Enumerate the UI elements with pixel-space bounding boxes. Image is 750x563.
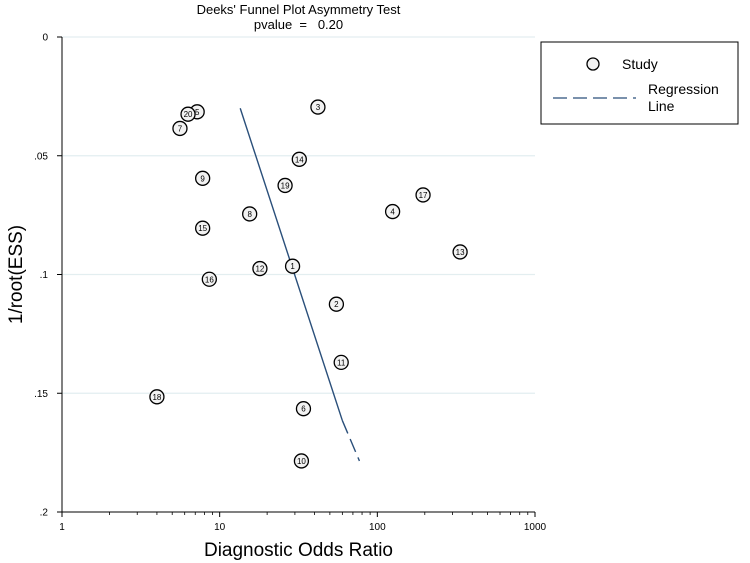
- y-tick-label-3: .15: [34, 389, 48, 400]
- study-label-2: 2: [334, 300, 339, 309]
- study-point-8: 8: [242, 206, 258, 222]
- study-marker-18: [149, 389, 165, 405]
- study-marker-16: [201, 271, 217, 287]
- study-label-5: 5: [195, 108, 200, 117]
- study-point-6: 6: [295, 401, 312, 417]
- study-marker-2: [328, 296, 345, 312]
- study-point-7: 7: [172, 120, 188, 137]
- study-label-6: 6: [301, 405, 306, 414]
- legend-study-label: Study: [622, 56, 658, 72]
- study-point-14: 14: [291, 151, 307, 167]
- study-marker-8: [242, 206, 258, 222]
- study-label-7: 7: [178, 124, 183, 133]
- study-point-20: 20: [180, 106, 196, 122]
- study-marker-11: [333, 354, 349, 371]
- study-point-18: 18: [149, 389, 165, 405]
- x-tick-label-0: 1: [59, 522, 65, 533]
- legend-regression-label-line2: Line: [648, 98, 675, 114]
- study-point-12: 12: [252, 260, 268, 277]
- study-marker-3: [310, 99, 326, 115]
- legend-study-marker: [586, 57, 600, 71]
- study-marker-12: [252, 260, 268, 277]
- y-tick-label-1: .05: [34, 151, 48, 162]
- study-label-20: 20: [184, 110, 193, 119]
- study-label-19: 19: [281, 181, 290, 190]
- y-tick-label-0: 0: [42, 33, 48, 44]
- study-marker-9: [195, 170, 211, 186]
- x-tick-label-1: 10: [214, 522, 226, 533]
- study-point-13: 13: [452, 244, 468, 260]
- study-marker-14: [291, 151, 307, 167]
- study-point-2: 2: [328, 296, 345, 312]
- study-marker-10: [293, 453, 310, 469]
- study-marker-19: [277, 177, 293, 194]
- study-marker-13: [452, 244, 468, 260]
- study-point-3: 3: [310, 99, 326, 115]
- grid-lines: [62, 36, 535, 394]
- study-marker-1: [284, 258, 301, 274]
- study-point-17: 17: [415, 187, 431, 203]
- study-point-10: 10: [293, 453, 310, 469]
- x-tick-label-3: 1000: [524, 522, 547, 533]
- study-marker-17: [415, 187, 431, 203]
- study-label-13: 13: [456, 248, 465, 257]
- study-marker-6: [295, 401, 312, 417]
- study-label-18: 18: [152, 393, 161, 402]
- study-marker-7: [172, 120, 188, 137]
- y-axis-title: 1/root(ESS): [6, 225, 27, 324]
- study-point-1: 1: [284, 258, 301, 274]
- legend-box: [540, 41, 739, 125]
- study-point-4: 4: [384, 203, 401, 220]
- legend: Study Regression Line: [540, 41, 739, 125]
- study-marker-4: [384, 203, 401, 220]
- study-marker-20: [180, 106, 196, 122]
- x-axis: 1 10 100 1000: [59, 511, 547, 533]
- study-label-14: 14: [295, 155, 304, 164]
- study-label-4: 4: [390, 208, 395, 217]
- study-label-16: 16: [205, 275, 214, 284]
- study-point-15: 15: [195, 220, 211, 236]
- study-label-11: 11: [337, 358, 346, 367]
- chart-title: Deeks' Funnel Plot Asymmetry Test: [197, 2, 401, 17]
- study-point-9: 9: [195, 170, 211, 186]
- study-point-19: 19: [277, 177, 293, 194]
- study-label-12: 12: [255, 265, 264, 274]
- x-tick-label-2: 100: [369, 522, 386, 533]
- study-label-10: 10: [297, 457, 306, 466]
- regression-line-dashed: [341, 420, 361, 462]
- study-marker-15: [195, 220, 211, 236]
- study-label-3: 3: [316, 103, 321, 112]
- study-point-11: 11: [333, 354, 349, 371]
- study-label-1: 1: [290, 262, 295, 271]
- study-label-15: 15: [198, 224, 207, 233]
- study-label-9: 9: [200, 174, 205, 183]
- study-point-16: 16: [201, 271, 217, 287]
- chart-subtitle-pvalue: pvalue = 0.20: [254, 17, 343, 32]
- y-axis: 0 .05 .1 .15 .2: [34, 33, 63, 519]
- y-tick-label-2: .1: [40, 270, 49, 281]
- study-label-17: 17: [419, 191, 428, 200]
- y-tick-label-4: .2: [40, 508, 49, 519]
- study-label-8: 8: [247, 210, 252, 219]
- x-axis-title: Diagnostic Odds Ratio: [204, 540, 393, 561]
- legend-regression-label-line1: Regression: [648, 81, 719, 97]
